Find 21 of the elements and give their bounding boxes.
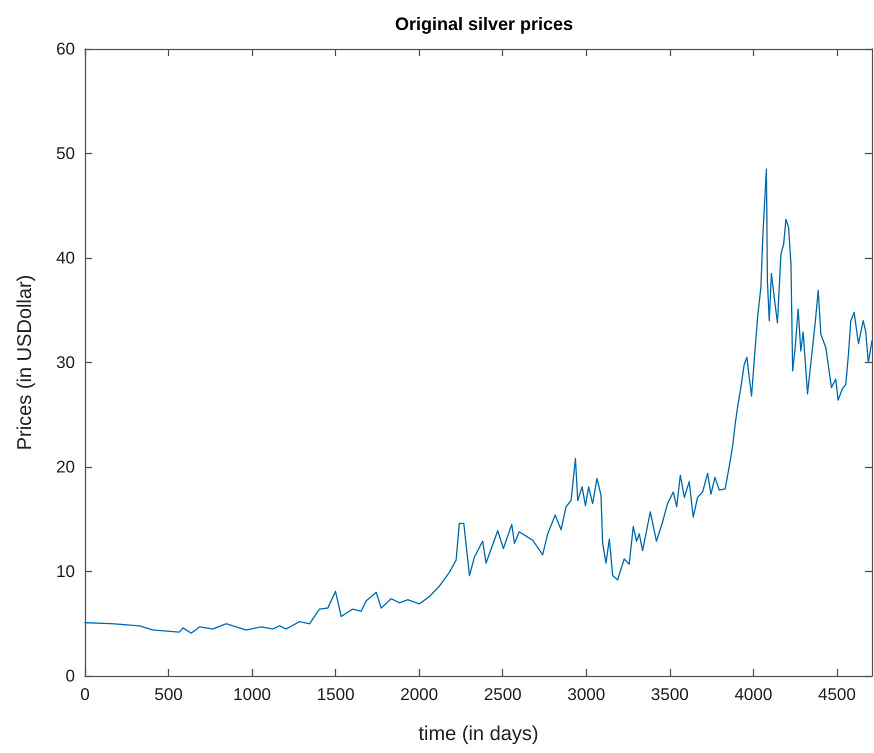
x-tick-label: 3500 — [650, 685, 689, 704]
y-tick-label: 40 — [56, 248, 75, 268]
x-axis-title: time (in days) — [418, 723, 539, 745]
x-tick-label: 0 — [80, 685, 90, 704]
y-tick-label: 60 — [56, 40, 75, 58]
x-tick-label: 1500 — [316, 685, 355, 704]
y-tick-label: 20 — [56, 458, 75, 476]
x-tick-label: 2500 — [484, 685, 522, 704]
chart-title: Original silver prices — [394, 14, 574, 34]
y-axis-title: Prices (in USDollar) — [14, 274, 36, 450]
y-tick-label: 30 — [56, 353, 75, 372]
x-tick-label: 4000 — [734, 685, 772, 704]
x-tick-label: 4500 — [818, 685, 856, 704]
x-tick-label: 2000 — [400, 685, 438, 704]
y-tick-label: 50 — [56, 144, 75, 163]
x-tick-label: 3000 — [567, 685, 606, 704]
y-tick-label: 10 — [56, 562, 75, 581]
x-tick-label: 500 — [154, 685, 183, 704]
line-series — [84, 168, 873, 634]
y-tick-label: 0 — [66, 666, 75, 686]
x-tick-label: 1000 — [233, 685, 272, 704]
